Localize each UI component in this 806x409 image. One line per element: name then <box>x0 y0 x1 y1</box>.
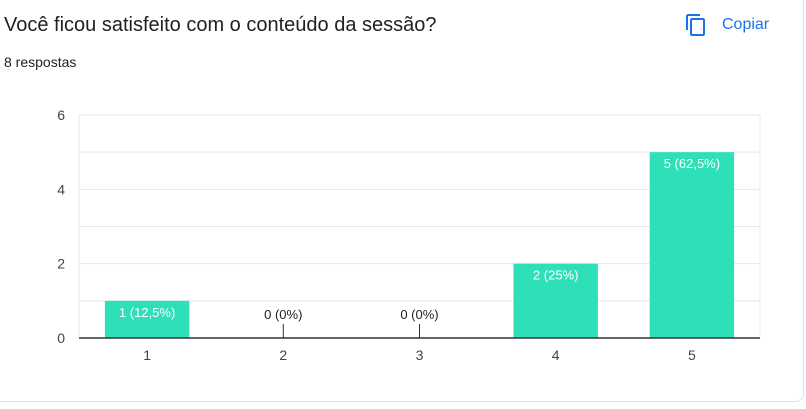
x-tick-label: 1 <box>143 347 151 363</box>
bar <box>513 263 598 338</box>
x-tick-label: 2 <box>279 347 287 363</box>
copy-icon <box>686 14 705 36</box>
question-title: Você ficou satisfeito com o conteúdo da … <box>4 14 437 36</box>
data-label: 5 (62,5%) <box>664 156 720 171</box>
y-tick-label: 2 <box>57 256 65 272</box>
y-tick-label: 0 <box>57 330 65 346</box>
data-label: 1 (12,5%) <box>119 305 175 320</box>
y-tick-label: 4 <box>57 181 65 197</box>
x-tick-label: 5 <box>688 347 696 363</box>
data-label: 0 (0%) <box>264 307 302 322</box>
y-tick-label: 6 <box>57 107 65 123</box>
copy-button[interactable]: Copiar <box>684 10 769 40</box>
bar <box>649 152 735 338</box>
bar <box>104 300 190 338</box>
response-count: 8 respostas <box>4 54 77 70</box>
data-label: 0 (0%) <box>400 307 438 322</box>
x-tick-label: 3 <box>416 347 424 363</box>
data-label: 2 (25%) <box>533 268 579 283</box>
x-tick-label: 4 <box>552 347 560 363</box>
copy-label: Copiar <box>722 16 770 33</box>
